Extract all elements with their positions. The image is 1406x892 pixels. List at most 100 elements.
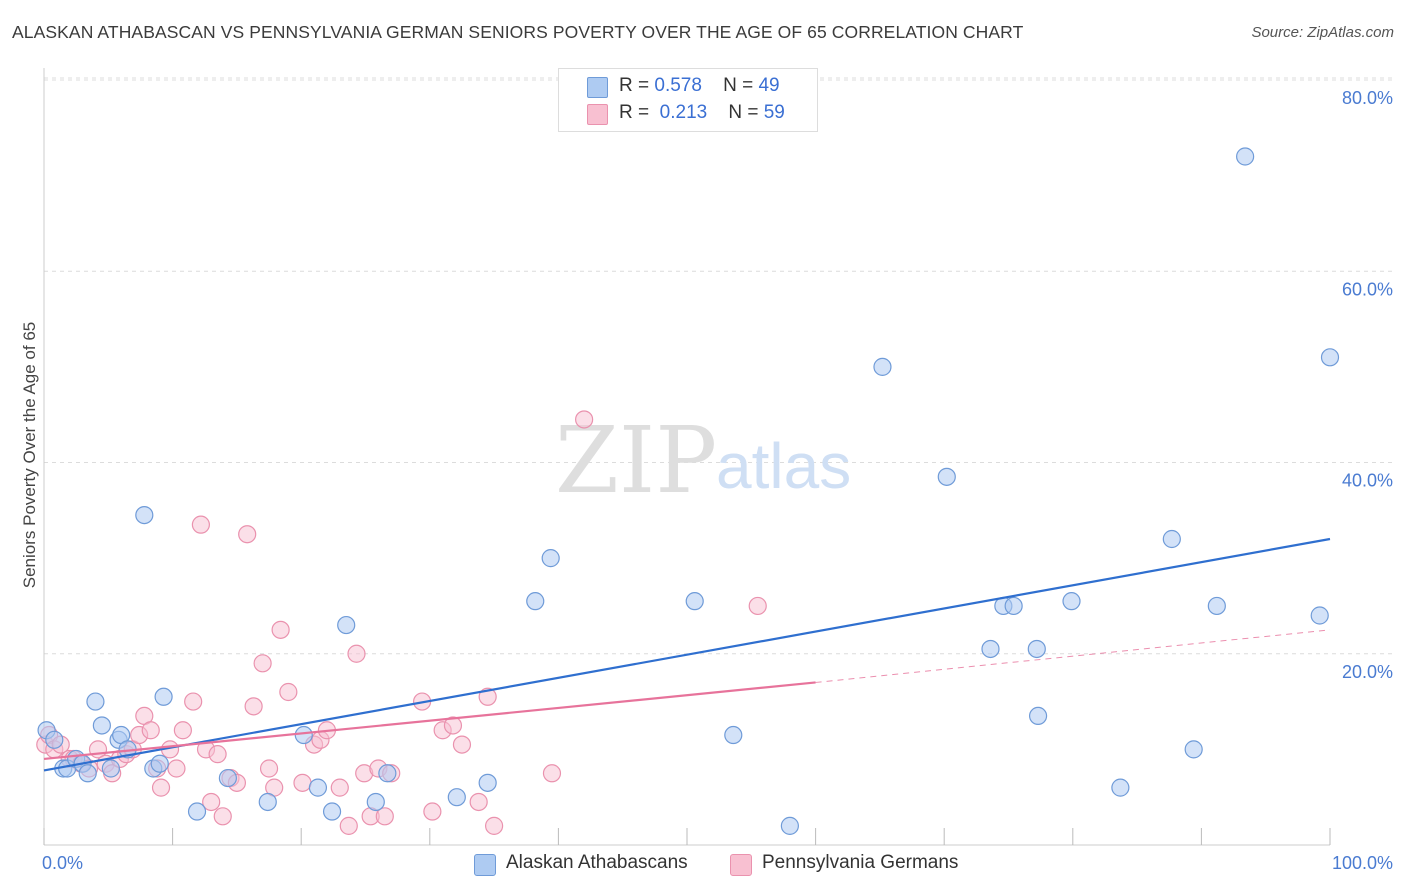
- data-point-pennsylvania-germans: [485, 816, 504, 835]
- data-point-alaskan-athabascans: [447, 788, 466, 807]
- data-point-alaskan-athabascans: [1184, 740, 1203, 759]
- legend-swatch-blue: [587, 77, 608, 98]
- data-point-pennsylvania-germans: [339, 816, 358, 835]
- data-point-alaskan-athabascans: [101, 759, 120, 778]
- chart-title: ALASKAN ATHABASCAN VS PENNSYLVANIA GERMA…: [12, 22, 1024, 42]
- data-point-alaskan-athabascans: [780, 816, 799, 835]
- data-point-pennsylvania-germans: [293, 773, 312, 792]
- legend-r-label: R =: [619, 102, 650, 123]
- data-point-pennsylvania-germans: [184, 692, 203, 711]
- y-tick-label: 60.0%: [1342, 279, 1393, 299]
- legend-swatch-pink: [587, 104, 608, 125]
- data-point-alaskan-athabascans: [258, 792, 277, 812]
- data-point-alaskan-athabascans: [541, 549, 560, 568]
- data-point-pennsylvania-germans: [173, 721, 192, 740]
- data-point-alaskan-athabascans: [154, 687, 173, 706]
- series-alaskan-athabascans: [37, 147, 1340, 835]
- data-point-pennsylvania-germans: [271, 620, 290, 639]
- axes: [43, 68, 1331, 846]
- legend-label: Alaskan Athabascans: [506, 852, 688, 873]
- data-point-alaskan-athabascans: [78, 764, 97, 783]
- legend-n-value: 49: [758, 75, 780, 96]
- data-point-pennsylvania-germans: [452, 735, 472, 754]
- gridlines: [44, 77, 1392, 655]
- trend-line-pennsylvania-germans: [43, 681, 816, 761]
- legend-r-label: R =: [619, 75, 650, 96]
- data-point-pennsylvania-germans: [469, 792, 488, 812]
- trend-line-alaskan-athabascans: [43, 537, 1331, 772]
- data-point-alaskan-athabascans: [1111, 778, 1130, 797]
- source-label: Source: ZipAtlas.com: [1251, 24, 1394, 41]
- data-point-pennsylvania-germans: [748, 596, 767, 616]
- data-point-pennsylvania-germans: [208, 745, 227, 764]
- data-point-alaskan-athabascans: [322, 802, 342, 821]
- watermark: ZIP atlas: [555, 407, 851, 514]
- legend-n-label: N =: [728, 102, 759, 123]
- data-point-pennsylvania-germans: [253, 654, 272, 673]
- watermark-atlas: atlas: [716, 430, 851, 502]
- data-point-pennsylvania-germans: [542, 764, 562, 783]
- x-tick-label: 100.0%: [1332, 853, 1393, 873]
- legend-label: Pennsylvania Germans: [762, 852, 959, 873]
- legend-swatch-pink: [730, 854, 752, 876]
- data-point-pennsylvania-germans: [141, 721, 160, 740]
- data-point-pennsylvania-germans: [279, 682, 298, 702]
- data-point-alaskan-athabascans: [1062, 592, 1081, 611]
- y-tick-label: 20.0%: [1342, 662, 1393, 682]
- data-point-pennsylvania-germans: [244, 697, 263, 716]
- data-point-alaskan-athabascans: [294, 725, 313, 745]
- data-point-pennsylvania-germans: [202, 792, 221, 812]
- data-point-alaskan-athabascans: [1320, 348, 1340, 367]
- data-point-alaskan-athabascans: [92, 716, 111, 735]
- legend-n-value: 59: [763, 102, 785, 123]
- data-point-pennsylvania-germans: [259, 759, 279, 778]
- trend-line-pennsylvania-germans-extension: [815, 629, 1331, 683]
- y-axis-title: Seniors Poverty Over the Age of 65: [20, 322, 39, 588]
- data-point-alaskan-athabascans: [150, 754, 169, 773]
- data-point-pennsylvania-germans: [375, 807, 394, 826]
- data-point-pennsylvania-germans: [330, 778, 349, 797]
- data-point-alaskan-athabascans: [1207, 596, 1226, 616]
- data-point-alaskan-athabascans: [187, 802, 207, 821]
- data-point-alaskan-athabascans: [981, 639, 1000, 659]
- data-point-pennsylvania-germans: [191, 515, 210, 534]
- y-tick-label: 80.0%: [1342, 88, 1393, 108]
- data-point-alaskan-athabascans: [308, 778, 328, 797]
- y-tick-label: 40.0%: [1342, 471, 1393, 491]
- x-tick-label: 0.0%: [42, 853, 83, 873]
- legend-r-value: 0.578: [654, 75, 702, 96]
- data-point-alaskan-athabascans: [1236, 147, 1255, 166]
- legend-r-value: 0.213: [659, 102, 708, 123]
- data-point-alaskan-athabascans: [1162, 529, 1181, 549]
- data-point-pennsylvania-germans: [423, 802, 442, 821]
- tick-labels: 20.0% 40.0% 60.0% 80.0% 0.0% 100.0%: [42, 88, 1393, 873]
- legend-swatch-blue: [474, 854, 496, 876]
- legend-n-label: N =: [723, 75, 754, 96]
- data-point-alaskan-athabascans: [478, 773, 497, 792]
- data-point-alaskan-athabascans: [337, 615, 356, 635]
- data-point-alaskan-athabascans: [45, 730, 64, 749]
- data-point-alaskan-athabascans: [218, 768, 237, 788]
- data-point-alaskan-athabascans: [1004, 596, 1023, 616]
- data-point-alaskan-athabascans: [526, 592, 545, 611]
- data-point-alaskan-athabascans: [1028, 706, 1048, 726]
- data-point-pennsylvania-germans: [151, 778, 171, 797]
- data-point-alaskan-athabascans: [135, 505, 154, 525]
- data-point-pennsylvania-germans: [443, 716, 463, 735]
- data-point-alaskan-athabascans: [1310, 606, 1329, 625]
- data-point-alaskan-athabascans: [1027, 639, 1046, 659]
- correlation-legend: R = 0.578 N = 49 R = 0.213 N = 59: [558, 68, 818, 132]
- data-point-alaskan-athabascans: [378, 764, 397, 783]
- data-point-pennsylvania-germans: [478, 687, 497, 706]
- data-point-alaskan-athabascans: [873, 357, 892, 376]
- data-point-alaskan-athabascans: [685, 592, 704, 611]
- data-point-alaskan-athabascans: [937, 467, 956, 486]
- data-point-pennsylvania-germans: [213, 807, 232, 826]
- data-point-pennsylvania-germans: [167, 759, 186, 778]
- data-point-pennsylvania-germans: [238, 525, 257, 544]
- data-point-pennsylvania-germans: [347, 644, 366, 663]
- data-point-alaskan-athabascans: [366, 792, 385, 812]
- data-point-pennsylvania-germans: [575, 410, 594, 429]
- data-point-alaskan-athabascans: [724, 725, 743, 745]
